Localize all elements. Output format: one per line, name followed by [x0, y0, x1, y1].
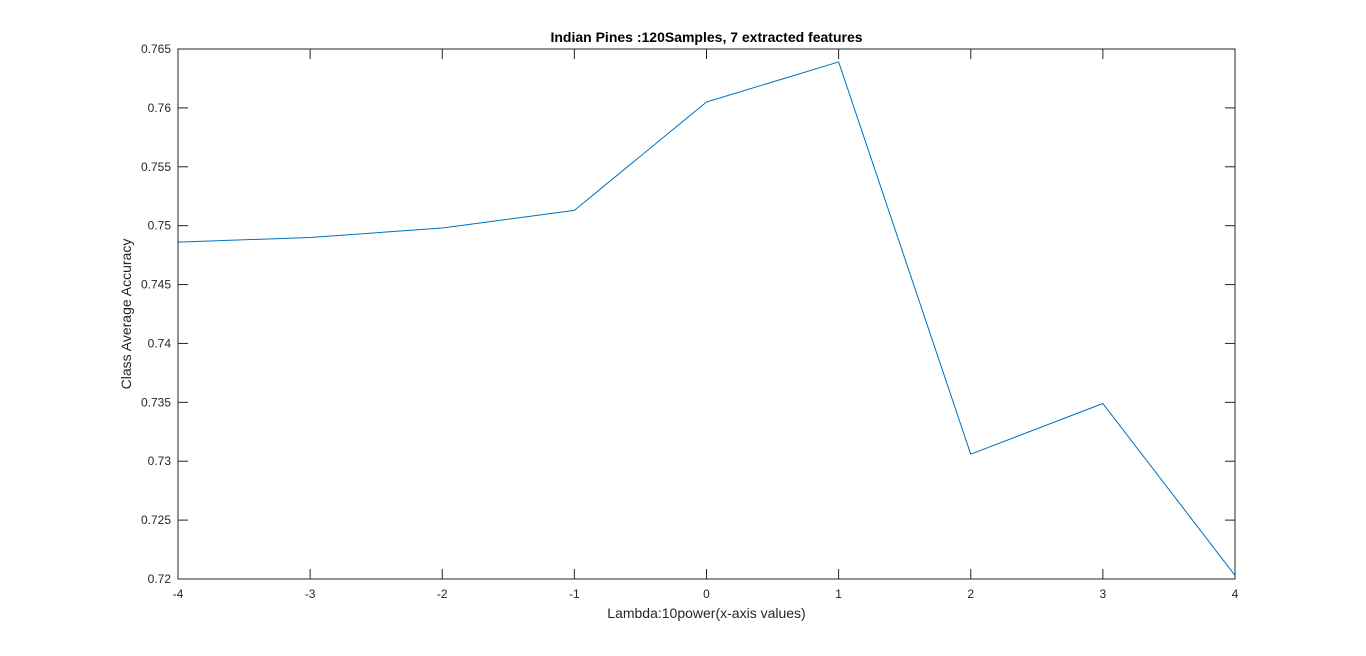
x-tick-label: 2 — [967, 587, 974, 601]
y-tick-label: 0.725 — [141, 513, 171, 527]
y-tick-label: 0.735 — [141, 395, 171, 409]
chart-title: Indian Pines :120Samples, 7 extracted fe… — [550, 29, 862, 45]
plot-area — [178, 49, 1235, 579]
y-tick-label: 0.765 — [141, 42, 171, 56]
y-tick-label: 0.75 — [148, 219, 172, 233]
x-tick-label: -2 — [437, 587, 448, 601]
x-tick-label: -3 — [305, 587, 316, 601]
x-tick-label: 3 — [1100, 587, 1107, 601]
x-tick-label: 0 — [703, 587, 710, 601]
x-tick-label: -1 — [569, 587, 580, 601]
y-tick-label: 0.74 — [148, 336, 172, 350]
x-tick-label: 4 — [1232, 587, 1239, 601]
y-tick-label: 0.76 — [148, 101, 172, 115]
y-axis-label: Class Average Accuracy — [118, 239, 134, 390]
y-tick-label: 0.72 — [148, 572, 172, 586]
x-tick-label: 1 — [835, 587, 842, 601]
y-tick-label: 0.745 — [141, 278, 171, 292]
y-tick-label: 0.755 — [141, 160, 171, 174]
x-axis-label: Lambda:10power(x-axis values) — [607, 605, 805, 621]
x-tick-label: -4 — [173, 587, 184, 601]
y-tick-label: 0.73 — [148, 454, 172, 468]
